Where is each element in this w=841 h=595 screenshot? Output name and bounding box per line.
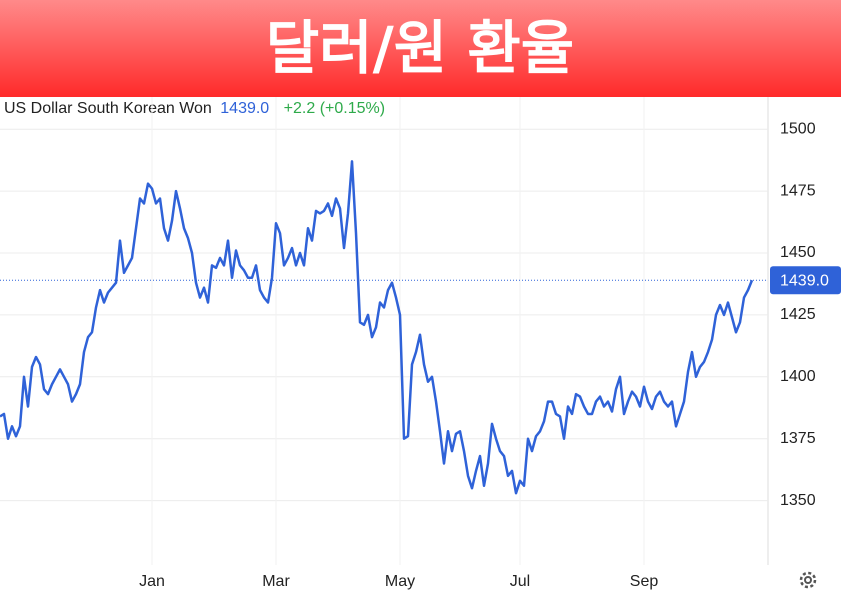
x-tick-label: May [385,573,415,590]
last-price-label: 1439.0 [780,272,829,289]
y-tick-label: 1450 [780,244,816,261]
title-banner [0,0,841,97]
chart-title: 달러/원 환율 [266,14,574,82]
y-tick-label: 1425 [780,306,816,323]
last-price-box [770,266,841,295]
y-tick-label: 1375 [780,430,816,447]
y-tick-label: 1400 [780,368,816,385]
y-tick-label: 1500 [780,120,816,137]
y-tick-label: 1350 [780,492,816,509]
legend-name: US Dollar South Korean Won [4,100,212,117]
legend-change: +2.2 (+0.15%) [284,100,385,117]
price-line [0,160,754,495]
x-tick-label: Mar [262,573,290,590]
x-tick-label: Jul [510,573,530,590]
settings-icon[interactable] [799,571,817,589]
x-tick-label: Jan [139,573,165,590]
x-tick-label: Sep [630,573,659,590]
y-tick-label: 1475 [780,182,816,199]
legend-value: 1439.0 [220,100,269,117]
legend: US Dollar South Korean Won 1439.0 +2.2 (… [4,100,385,117]
